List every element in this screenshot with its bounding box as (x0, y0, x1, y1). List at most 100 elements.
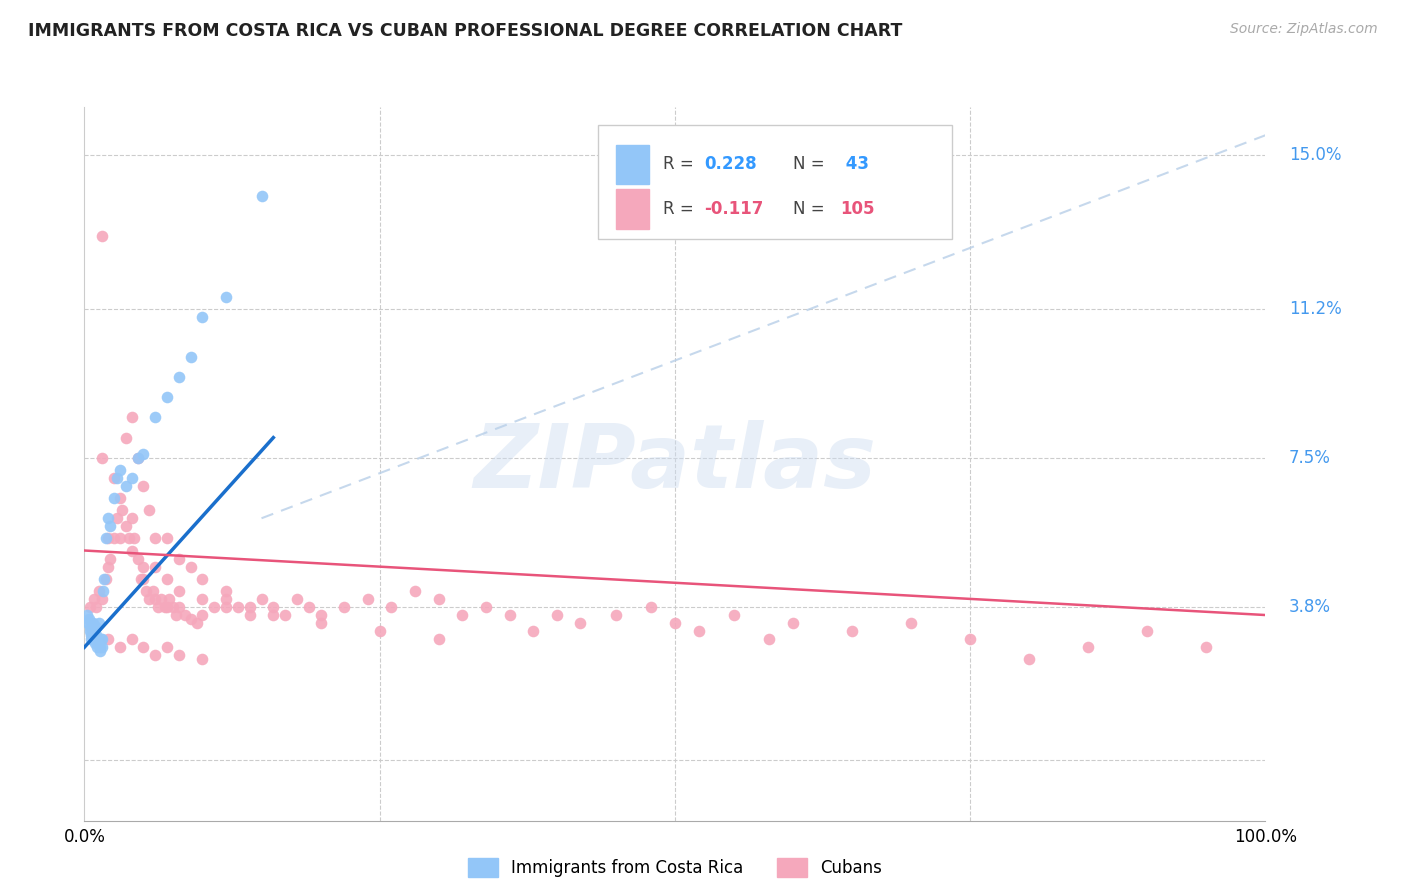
Point (118, 532, 141, 546)
Text: 11.2%: 11.2% (1289, 300, 1341, 318)
Point (103, 491, 125, 505)
Point (1077, 640, 1099, 655)
Point (91, 591, 114, 606)
Point (1136, 624, 1159, 639)
Point (86, 632, 108, 647)
Point (121, 543, 143, 558)
Point (156, 532, 179, 546)
Point (191, 310, 214, 324)
Point (142, 583, 165, 598)
Point (498, 607, 520, 622)
Point (215, 583, 238, 598)
Point (959, 632, 981, 647)
Point (138, 503, 160, 517)
Point (121, 632, 143, 647)
Point (79, 624, 101, 639)
Point (80, 632, 103, 647)
Point (111, 503, 134, 517)
Point (333, 599, 356, 614)
Point (97, 559, 120, 574)
Point (191, 607, 214, 622)
Point (546, 607, 568, 622)
Point (180, 612, 202, 626)
Point (1018, 652, 1040, 666)
Point (97, 511, 120, 525)
FancyBboxPatch shape (598, 125, 952, 239)
Point (664, 616, 686, 631)
Point (122, 532, 145, 546)
Text: IMMIGRANTS FROM COSTA RICA VS CUBAN PROFESSIONAL DEGREE CORRELATION CHART: IMMIGRANTS FROM COSTA RICA VS CUBAN PROF… (28, 22, 903, 40)
Text: N =: N = (793, 155, 824, 173)
Point (97, 532, 120, 546)
Point (83, 624, 105, 639)
Point (87, 583, 110, 598)
Text: 15.0%: 15.0% (1289, 146, 1341, 164)
Point (108, 640, 131, 655)
Point (93, 572, 115, 586)
Point (167, 370, 190, 384)
Point (76, 607, 98, 622)
Point (215, 599, 238, 614)
Legend: Immigrants from Costa Rica, Cubans: Immigrants from Costa Rica, Cubans (461, 852, 889, 884)
Point (156, 599, 179, 614)
Point (150, 591, 173, 606)
Point (87, 636, 110, 650)
Point (129, 572, 152, 586)
Point (89, 644, 111, 658)
Point (98, 519, 121, 533)
Point (121, 410, 143, 425)
Point (143, 648, 166, 663)
Point (427, 591, 450, 606)
Point (84, 599, 107, 614)
Text: Source: ZipAtlas.com: Source: ZipAtlas.com (1230, 22, 1378, 37)
Point (226, 599, 249, 614)
Point (605, 607, 627, 622)
Point (84, 628, 107, 642)
Point (167, 648, 190, 663)
Point (108, 491, 131, 505)
Point (79, 599, 101, 614)
Point (84, 636, 107, 650)
Point (202, 599, 225, 614)
Point (162, 599, 184, 614)
Point (173, 607, 195, 622)
Point (380, 599, 402, 614)
Point (758, 632, 780, 647)
Point (166, 607, 188, 622)
Point (91, 450, 114, 465)
Text: R =: R = (664, 155, 693, 173)
Point (83, 628, 105, 642)
Point (103, 532, 125, 546)
Point (368, 624, 391, 639)
Point (82, 620, 104, 634)
Point (91, 583, 114, 598)
Text: 105: 105 (841, 200, 875, 218)
Point (108, 532, 131, 546)
Point (114, 479, 136, 493)
Point (127, 450, 149, 465)
Point (91, 632, 114, 647)
Point (143, 410, 166, 425)
Point (89, 640, 111, 655)
Text: 43: 43 (841, 155, 869, 173)
Point (86, 640, 108, 655)
Point (180, 350, 202, 364)
Point (167, 551, 190, 566)
Point (357, 591, 380, 606)
Point (262, 599, 284, 614)
Point (250, 188, 273, 202)
Bar (616, 145, 650, 184)
Point (91, 229, 114, 244)
Point (427, 632, 450, 647)
Point (900, 616, 922, 631)
Text: -0.117: -0.117 (704, 200, 763, 218)
Point (132, 447, 155, 461)
Point (107, 511, 129, 525)
Point (404, 583, 426, 598)
Point (157, 591, 180, 606)
Point (180, 559, 202, 574)
Point (121, 471, 143, 485)
Point (156, 572, 179, 586)
Point (77, 616, 100, 631)
Point (87, 616, 110, 631)
